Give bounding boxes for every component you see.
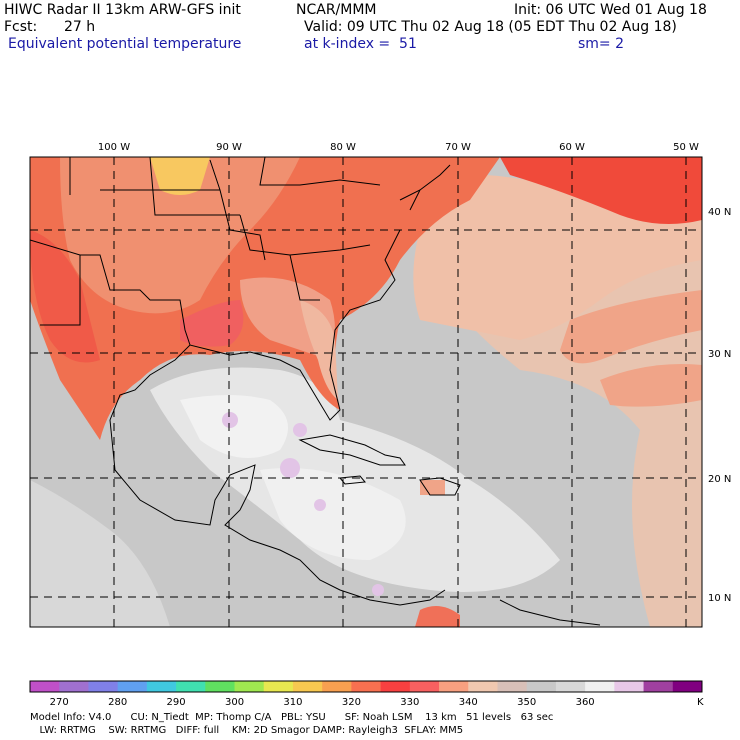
colorbar-label: 270 [50,697,69,708]
colorbar-swatch [409,681,440,692]
init-time: Init: 06 UTC Wed 01 Aug 18 [514,2,707,18]
colorbar-swatch [380,681,411,692]
lon-label-60w: 60 W [559,142,585,153]
colorbar-swatch [439,681,469,692]
lat-label-30n: 30 N [708,349,731,360]
colorbar-label: 320 [342,697,361,708]
field-shading [30,157,702,627]
lat-label-20n: 20 N [708,474,731,485]
smoothing-info: sm= 2 [578,36,625,52]
colorbar-swatch [88,681,119,692]
colorbar-swatch [263,681,294,692]
colorbar-label: 360 [576,697,595,708]
colorbar [29,680,703,693]
colorbar-swatch [30,681,60,692]
colorbar-label: 290 [167,697,186,708]
colorbar-swatch [468,681,498,692]
colorbar-label: 280 [108,697,127,708]
colorbar-label: 340 [459,697,478,708]
forecast-hour: 27 h [64,19,96,35]
colorbar-swatch [117,681,148,692]
colorbar-label: 350 [517,697,536,708]
colorbar-label: 330 [400,697,419,708]
colorbar-labels: 270 280 290 300 310 320 330 340 350 360 [50,697,595,708]
lon-label-90w: 90 W [216,142,242,153]
forecast-label: Fcst: [4,19,38,35]
lat-label-40n: 40 N [708,207,731,218]
graticule [30,157,702,627]
colorbar-label: 310 [283,697,302,708]
colorbar-swatch [555,681,586,692]
colorbar-swatch [672,681,703,692]
footer-model-info: Model Info: V4.0 CU: N_Tiedt MP: Thomp C… [30,712,554,723]
colorbar-swatch [176,681,206,692]
valid-time: Valid: 09 UTC Thu 02 Aug 18 (05 EDT Thu … [304,19,677,35]
colorbar-swatch [234,681,265,692]
field-name: Equivalent potential temperature [8,36,242,52]
organization: NCAR/MMM [296,2,377,18]
colorbar-swatch [205,681,236,692]
colorbar-frame [29,680,703,693]
lon-label-70w: 70 W [445,142,471,153]
colorbar-swatch [643,681,674,692]
colorbar-swatch [146,681,177,692]
lon-label-50w: 50 W [673,142,699,153]
colorbar-swatch [497,681,528,692]
model-title: HIWC Radar II 13km ARW-GFS init [4,2,241,18]
colorbar-label: 300 [225,697,244,708]
colorbar-swatch [585,681,615,692]
colorbar-swatch [322,681,352,692]
colorbar-swatch [292,681,323,692]
colorbar-swatch [614,681,645,692]
colorbar-unit: K [697,697,704,708]
colorbar-swatch [59,681,89,692]
level-info: at k-index = 51 [304,36,417,52]
colorbar-swatch [526,681,557,692]
colorbar-swatch [351,681,382,692]
footer-physics-info: LW: RRTMG SW: RRTMG DIFF: full KM: 2D Sm… [30,725,464,736]
map-frame [29,156,703,628]
coastlines [30,157,601,626]
lon-label-80w: 80 W [330,142,356,153]
lat-label-10n: 10 N [708,593,731,604]
lon-label-100w: 100 W [98,142,130,153]
